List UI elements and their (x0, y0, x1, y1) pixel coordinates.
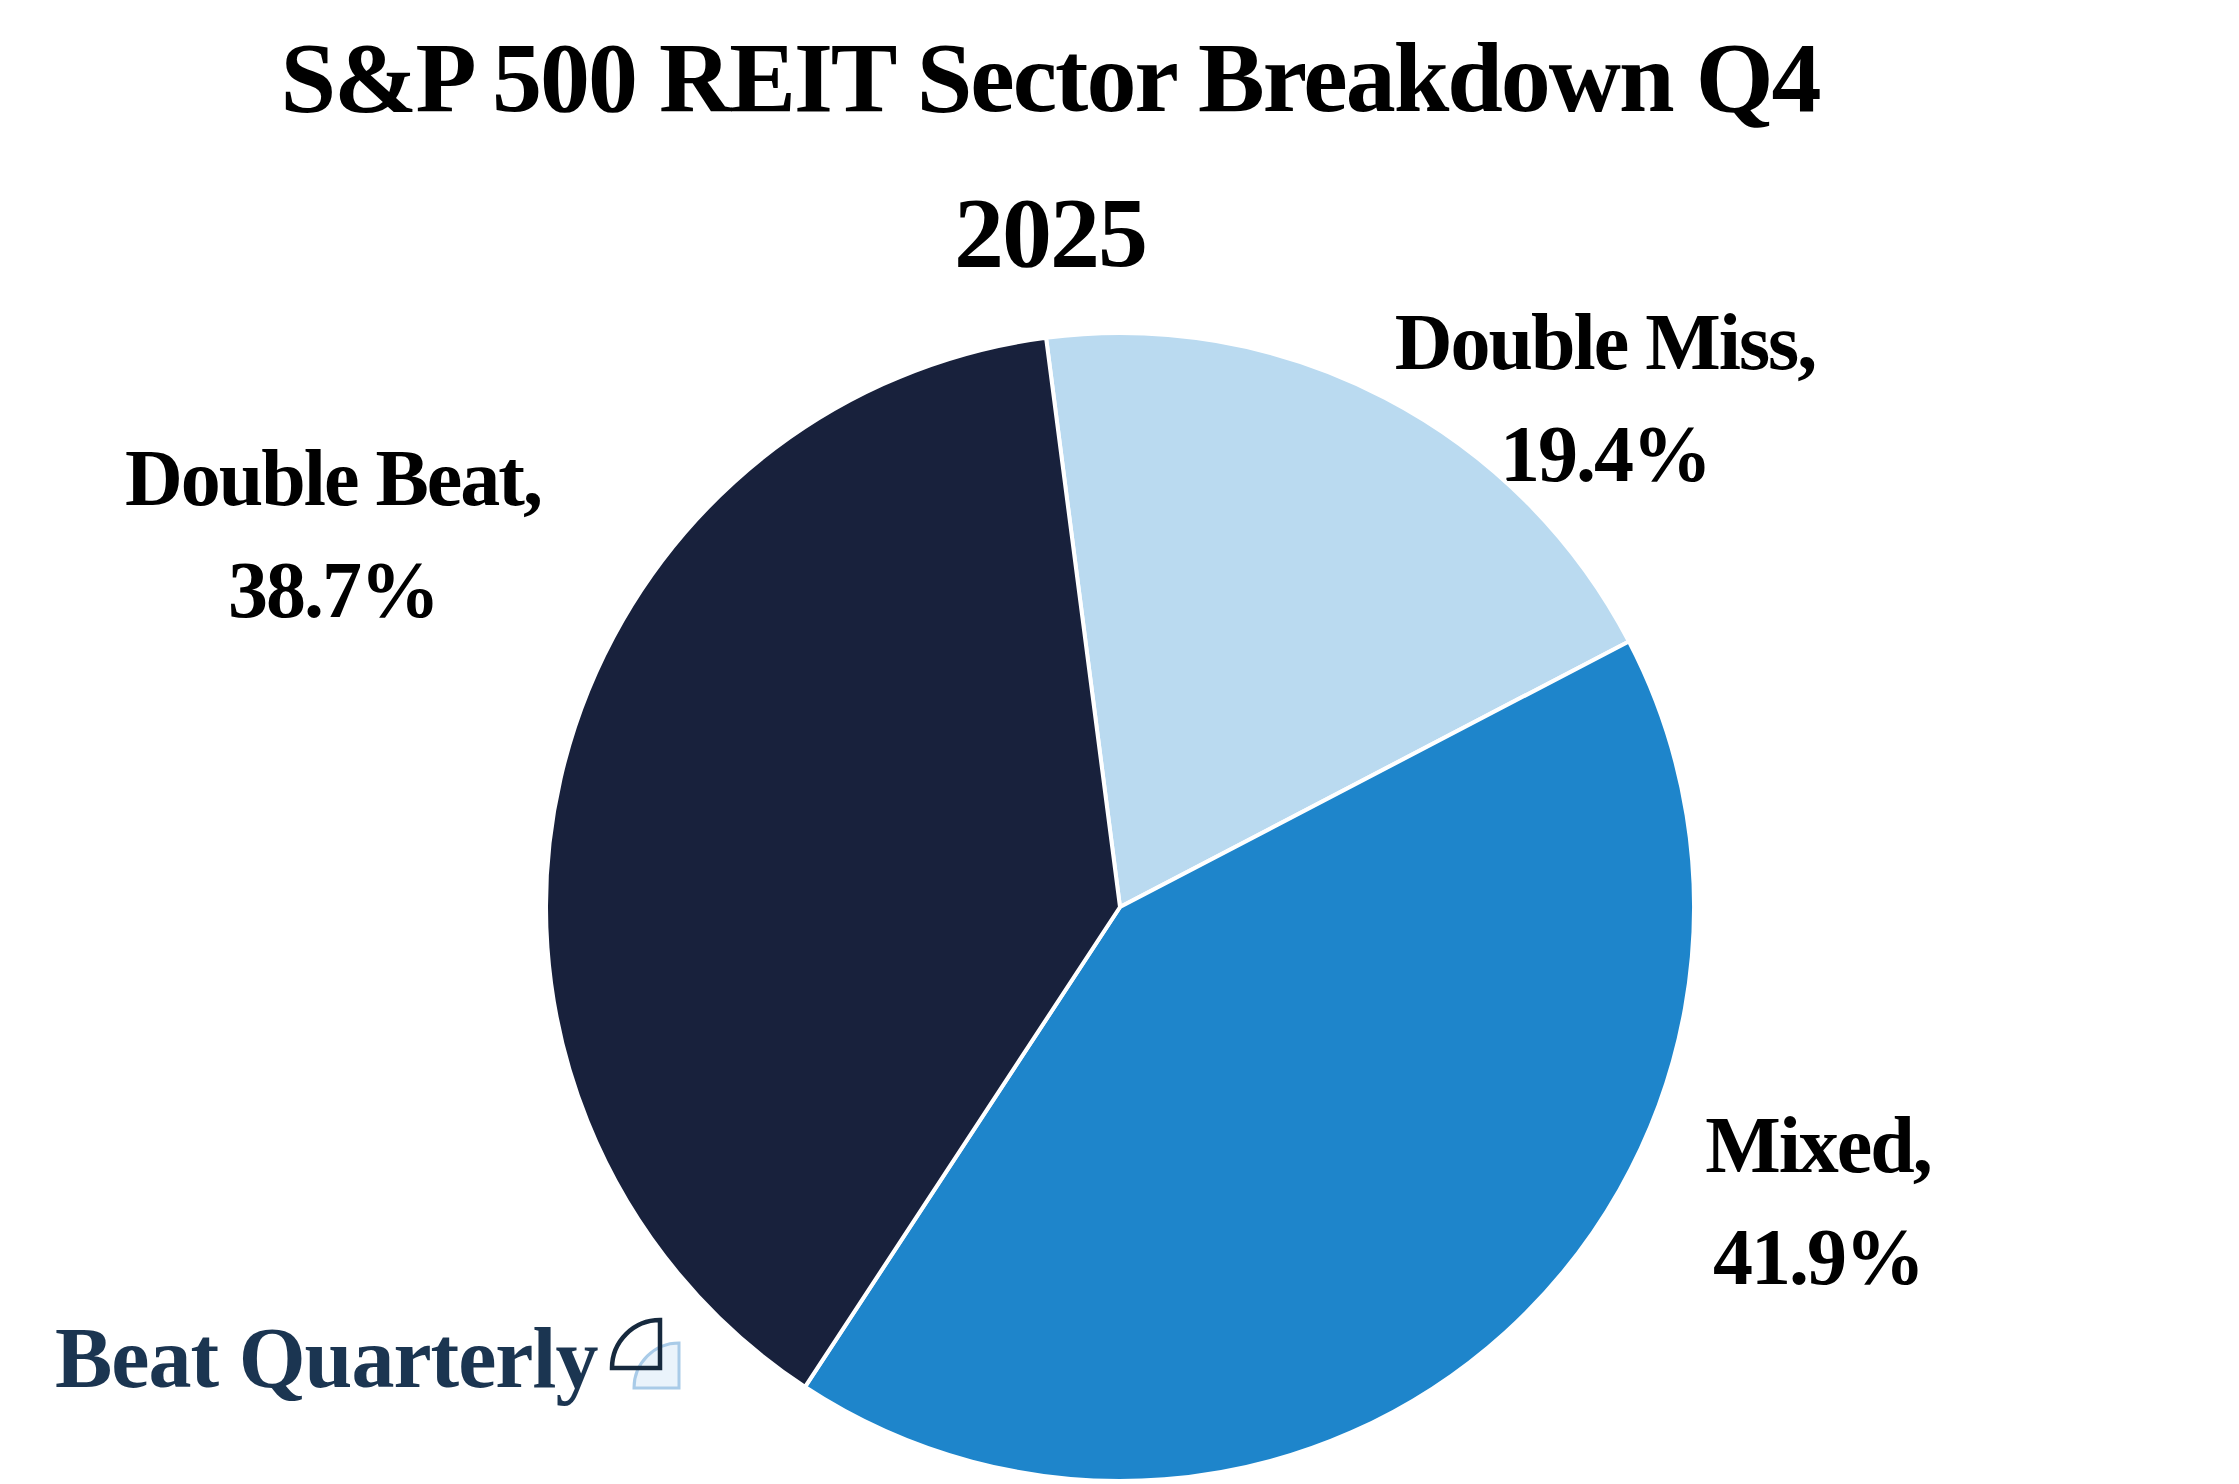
chart-title-line1: S&P 500 REIT Sector Breakdown Q4 (0, 0, 2100, 155)
chart-title: S&P 500 REIT Sector Breakdown Q4 2025 (0, 0, 2100, 310)
brand-logo-text: Beat Quarterly (55, 1315, 597, 1401)
brand-logo: Beat Quarterly (55, 1315, 723, 1423)
chart-page: S&P 500 REIT Sector Breakdown Q4 2025 Do… (0, 0, 2239, 1484)
quarter-circle-pair-icon (603, 1303, 723, 1423)
